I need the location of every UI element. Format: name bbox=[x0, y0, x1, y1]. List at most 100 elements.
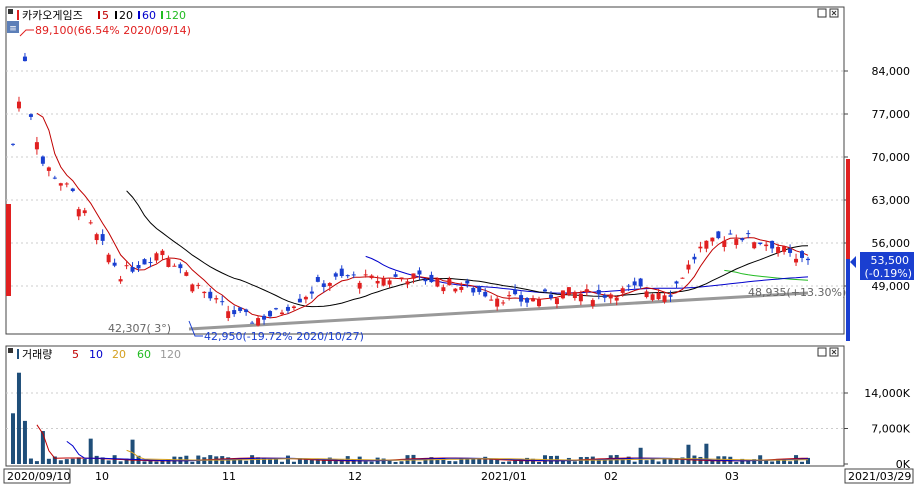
candle-body bbox=[531, 298, 536, 302]
candle-body bbox=[244, 309, 249, 313]
volume-bar bbox=[339, 459, 344, 464]
volume-bar bbox=[274, 458, 279, 464]
volume-bar bbox=[680, 457, 685, 464]
candle-body bbox=[483, 291, 488, 297]
x-label-feb: 02 bbox=[604, 470, 618, 483]
volume-bar bbox=[381, 458, 386, 464]
volume-bar bbox=[650, 458, 655, 464]
candle-body bbox=[136, 265, 141, 269]
chart-settings-glyph: ≡ bbox=[9, 24, 17, 34]
ma20-swatch bbox=[115, 11, 117, 19]
candle-body bbox=[794, 258, 799, 263]
candle-body bbox=[148, 262, 153, 264]
candle-body bbox=[70, 188, 75, 191]
candle-body bbox=[88, 222, 93, 224]
ma120-swatch bbox=[161, 11, 163, 19]
vma10-label: 10 bbox=[89, 348, 103, 361]
current-change: (-0.19%) bbox=[865, 267, 913, 280]
candle-body bbox=[447, 278, 452, 286]
candle-body bbox=[548, 294, 553, 299]
candle-body bbox=[64, 183, 69, 185]
legend-red-mark bbox=[17, 10, 19, 20]
volume-bar bbox=[285, 455, 290, 464]
volume-bar bbox=[291, 461, 296, 464]
candle-body bbox=[268, 311, 273, 317]
candle-body bbox=[686, 264, 691, 270]
candle-body bbox=[202, 291, 207, 294]
close-icon-stroke bbox=[831, 10, 837, 16]
x-label-nov: 11 bbox=[222, 470, 236, 483]
candle-body bbox=[52, 177, 57, 179]
ma5-swatch bbox=[98, 11, 100, 19]
volume-bar bbox=[483, 456, 488, 464]
volume-bar bbox=[11, 413, 15, 464]
candle-body bbox=[82, 210, 87, 214]
candle-body bbox=[453, 288, 458, 292]
volume-bar bbox=[303, 458, 308, 464]
candle-body bbox=[572, 291, 577, 299]
volume-bar bbox=[519, 459, 524, 464]
volume-bar bbox=[638, 447, 643, 464]
x-label-oct: 10 bbox=[95, 470, 109, 483]
volume-bar bbox=[399, 461, 404, 464]
candle-body bbox=[459, 286, 464, 290]
volume-bar bbox=[16, 372, 21, 464]
volume-bar bbox=[764, 460, 769, 464]
left-range-marker bbox=[6, 204, 11, 296]
volume-panel-maximize-button[interactable] bbox=[817, 347, 827, 357]
candle-body bbox=[381, 278, 386, 286]
candle-body bbox=[764, 244, 769, 247]
chart-settings-icon[interactable] bbox=[7, 21, 19, 33]
candle-body bbox=[692, 256, 697, 260]
volume-bar bbox=[465, 458, 470, 464]
volume-bar bbox=[710, 459, 715, 464]
candle-body bbox=[100, 234, 105, 241]
candle-body bbox=[178, 264, 183, 269]
candle-body bbox=[513, 289, 518, 295]
candle-body bbox=[405, 281, 410, 285]
candle-body bbox=[501, 302, 506, 304]
volume-bar bbox=[560, 459, 565, 464]
candle-body bbox=[256, 318, 261, 326]
candle-body bbox=[782, 246, 787, 252]
ma60-swatch bbox=[138, 11, 140, 19]
x-label-end: 2021/03/29 bbox=[848, 470, 911, 483]
price-panel-maximize-button[interactable] bbox=[817, 8, 827, 18]
candle-body bbox=[542, 289, 547, 292]
candle-body bbox=[441, 287, 446, 292]
volume-bar bbox=[70, 458, 75, 464]
volume-bar bbox=[513, 459, 518, 464]
candle-body bbox=[154, 253, 159, 261]
volume-bar bbox=[268, 459, 273, 464]
volume-bar bbox=[94, 455, 99, 464]
volume-bar bbox=[620, 458, 625, 464]
candle-body bbox=[674, 281, 679, 284]
current-price-badge bbox=[860, 252, 914, 280]
volume-bar bbox=[453, 461, 458, 464]
candle-body bbox=[363, 274, 368, 276]
volume-bar bbox=[435, 459, 440, 464]
candle-body bbox=[58, 183, 63, 186]
candle-body bbox=[130, 267, 135, 272]
volume-bar bbox=[58, 460, 63, 464]
candle-body bbox=[746, 233, 751, 235]
volume-bar bbox=[52, 456, 57, 464]
vma5-label: 5 bbox=[72, 348, 79, 361]
volume-bar bbox=[459, 458, 464, 464]
candle-body bbox=[477, 286, 482, 292]
volume-bar bbox=[82, 458, 87, 464]
ma60-label: 60 bbox=[142, 9, 156, 22]
candle-body bbox=[656, 292, 661, 300]
candle-body bbox=[40, 156, 45, 164]
trend-start-label: 42,307( 3°) bbox=[108, 322, 171, 335]
volume-y-ticks: 14,000K 7,000K 0K bbox=[844, 387, 911, 471]
candle-body bbox=[94, 234, 99, 241]
candle-body bbox=[11, 143, 15, 145]
volume-bar bbox=[315, 460, 320, 464]
volume-bar bbox=[662, 458, 667, 464]
max-annotation-leader bbox=[19, 29, 34, 37]
candle-body bbox=[166, 258, 171, 267]
x-label-dec: 12 bbox=[348, 470, 362, 483]
candle-body bbox=[184, 272, 189, 276]
